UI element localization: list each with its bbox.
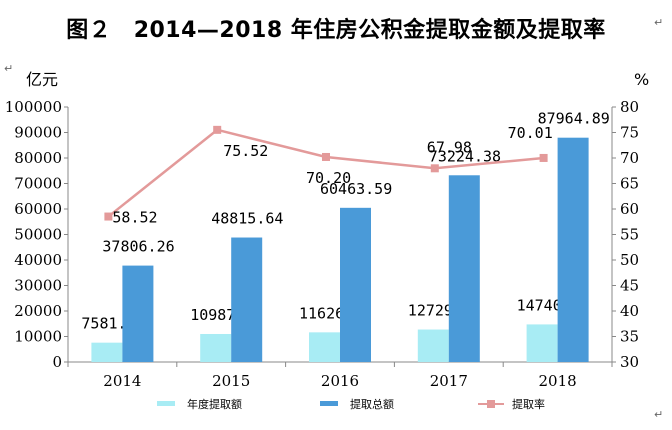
- left-tick-label: 80000: [14, 149, 62, 167]
- data-label-withdrawal-rate: 67.98: [427, 138, 472, 156]
- data-label-total-withdrawal: 60463.59: [320, 180, 392, 198]
- bar-annual-withdrawal: [91, 342, 123, 362]
- bar-total-withdrawal: [231, 237, 263, 362]
- right-axis-unit: %: [634, 70, 650, 89]
- legend-label: 提取率: [512, 397, 545, 411]
- left-tick-label: 50000: [14, 226, 62, 244]
- left-tick-label: 0: [52, 353, 62, 371]
- return-mark-left: ↵: [4, 62, 14, 75]
- legend-swatch-marker: [487, 400, 495, 408]
- data-label-withdrawal-rate: 70.20: [306, 169, 351, 187]
- bar-total-withdrawal: [448, 175, 480, 362]
- right-tick-label: 40: [620, 302, 639, 320]
- data-label-total-withdrawal: 87964.89: [538, 110, 610, 128]
- right-tick-label: 35: [620, 328, 639, 346]
- left-tick-label: 20000: [14, 302, 62, 320]
- left-tick-label: 40000: [14, 251, 62, 269]
- rate-point-marker: [213, 125, 222, 134]
- return-mark-title: ↵: [654, 16, 664, 29]
- bar-total-withdrawal: [557, 137, 589, 362]
- x-tick-label: 2015: [212, 372, 250, 390]
- bar-total-withdrawal: [340, 207, 371, 362]
- data-label-total-withdrawal: 37806.26: [102, 238, 174, 256]
- data-label-total-withdrawal: 48815.64: [211, 210, 283, 228]
- right-tick-label: 50: [620, 251, 639, 269]
- right-tick-label: 65: [620, 175, 639, 193]
- right-tick-label: 30: [620, 353, 639, 371]
- right-tick-label: 70: [620, 149, 639, 167]
- bar-annual-withdrawal: [526, 324, 558, 362]
- right-tick-label: 75: [620, 124, 639, 142]
- left-tick-label: 60000: [14, 200, 62, 218]
- rate-point-marker: [539, 153, 548, 162]
- left-axis-unit: 亿元: [26, 70, 59, 89]
- x-tick-label: 2018: [539, 372, 577, 390]
- x-tick-label: 2014: [103, 372, 141, 390]
- rate-point-marker: [322, 152, 330, 161]
- data-label-withdrawal-rate: 75.52: [223, 142, 268, 160]
- return-mark-bottom: ↵: [654, 408, 664, 421]
- right-tick-label: 45: [620, 277, 639, 295]
- data-label-withdrawal-rate: 58.52: [112, 209, 157, 227]
- legend-swatch: [320, 401, 338, 406]
- legend-label: 提取总额: [350, 397, 394, 411]
- right-tick-label: 80: [620, 98, 639, 116]
- bar-annual-withdrawal: [309, 332, 340, 362]
- left-tick-label: 100000: [5, 98, 62, 116]
- data-label-total-withdrawal: 73224.38: [429, 147, 501, 165]
- right-tick-label: 55: [620, 226, 639, 244]
- data-label-withdrawal-rate: 70.01: [508, 124, 553, 142]
- right-tick-label: 60: [620, 200, 639, 218]
- x-tick-label: 2017: [430, 372, 468, 390]
- rate-point-marker: [430, 164, 439, 173]
- left-tick-label: 70000: [14, 175, 62, 193]
- left-tick-label: 30000: [14, 277, 62, 295]
- left-tick-label: 90000: [14, 124, 62, 142]
- legend-label: 年度提取额: [187, 397, 242, 411]
- chart-title: 图２ 2014—2018 年住房公积金提取金额及提取率: [66, 18, 606, 43]
- left-tick-label: 10000: [14, 328, 62, 346]
- bar-annual-withdrawal: [417, 329, 449, 362]
- legend-swatch: [157, 401, 175, 406]
- bar-annual-withdrawal: [200, 333, 232, 362]
- x-tick-label: 2016: [321, 372, 359, 390]
- rate-point-marker: [104, 212, 113, 221]
- bar-total-withdrawal: [122, 265, 154, 362]
